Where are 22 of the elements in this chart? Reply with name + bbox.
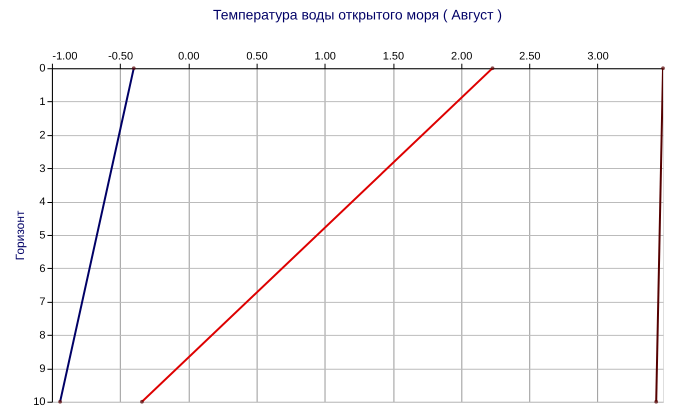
x-tick-label: 2.50 [519,50,541,63]
y-tick-label: 10 [33,396,46,408]
y-axis-title: Горизонт [13,210,28,260]
x-tick-label: -1.00 [52,50,78,63]
x-tick-label: 0.50 [246,50,268,63]
y-tick-label: 1 [39,96,46,108]
y-tick-label: 2 [39,129,46,142]
x-tick-label: 0.00 [178,50,200,63]
y-tick-label: 3 [39,162,46,175]
x-tick-label: 3.00 [587,50,609,63]
y-tick-label: 0 [39,62,46,75]
y-tick-label: 4 [39,196,46,208]
y-tick-label: 5 [39,229,46,242]
x-tick-label: -0.50 [108,50,134,63]
x-tick-label: 2.00 [450,50,472,63]
y-tick-label: 8 [39,330,46,342]
x-tick-label: 1.50 [382,50,404,63]
y-tick-label: 7 [39,296,46,308]
y-tick-label: 6 [39,262,46,275]
y-tick-label: 9 [39,362,46,375]
chart-title: Температура воды открытого моря ( Август ) [212,6,502,22]
x-tick-label: 1.00 [314,50,336,63]
